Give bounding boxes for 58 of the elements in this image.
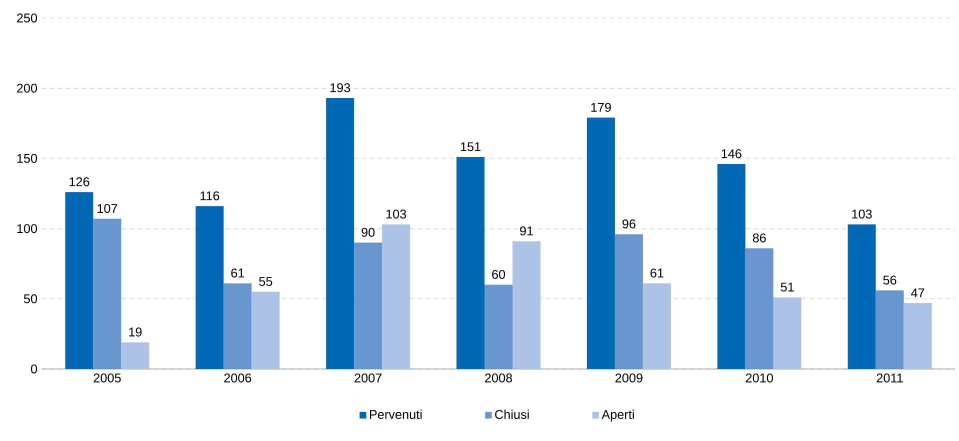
bar bbox=[717, 164, 746, 369]
data-label: 103 bbox=[852, 210, 872, 219]
x-tick-label: 2008 bbox=[485, 373, 512, 382]
y-tick-label: 200 bbox=[17, 84, 38, 93]
bar bbox=[382, 224, 410, 369]
data-label: 51 bbox=[780, 282, 794, 292]
bar bbox=[121, 342, 150, 369]
data-label: 90 bbox=[362, 228, 375, 237]
data-label: 151 bbox=[460, 142, 480, 152]
data-label: 55 bbox=[259, 277, 272, 286]
legend-label: Aperti bbox=[602, 410, 634, 422]
bar bbox=[848, 224, 876, 369]
bar bbox=[354, 242, 382, 369]
bar bbox=[484, 284, 513, 369]
x-tick-label: 2006 bbox=[224, 373, 252, 382]
data-label: 61 bbox=[231, 268, 244, 278]
y-tick-label: 150 bbox=[17, 154, 38, 163]
bar bbox=[65, 192, 94, 369]
bar bbox=[224, 283, 252, 369]
x-tick-label: 2010 bbox=[746, 373, 773, 382]
bar bbox=[642, 283, 671, 369]
y-tick-label: 0 bbox=[30, 364, 38, 374]
data-label: 47 bbox=[911, 288, 924, 298]
bar bbox=[614, 234, 643, 369]
data-label: 179 bbox=[591, 102, 611, 112]
bar bbox=[252, 292, 280, 369]
data-label: 146 bbox=[722, 149, 742, 158]
bar bbox=[773, 297, 802, 369]
bar bbox=[904, 303, 932, 369]
data-label: 126 bbox=[70, 177, 90, 186]
bar bbox=[876, 290, 904, 369]
data-label: 107 bbox=[98, 204, 118, 213]
data-label: 56 bbox=[883, 276, 896, 285]
data-label: 60 bbox=[492, 270, 506, 279]
bar bbox=[512, 241, 541, 369]
y-tick-label: 100 bbox=[17, 224, 38, 234]
data-label: 116 bbox=[200, 191, 220, 200]
bar bbox=[326, 98, 354, 369]
bar bbox=[93, 218, 122, 369]
x-tick-label: 2009 bbox=[615, 373, 642, 382]
data-label: 61 bbox=[650, 268, 664, 278]
data-label: 96 bbox=[622, 219, 636, 228]
x-tick-label: 2011 bbox=[876, 373, 903, 382]
x-tick-label: 2007 bbox=[354, 373, 382, 382]
bar bbox=[745, 248, 774, 369]
legend-label: Pervenuti bbox=[370, 410, 422, 419]
data-label: 103 bbox=[386, 210, 406, 219]
bar bbox=[586, 118, 615, 369]
y-tick-label: 50 bbox=[24, 294, 38, 304]
legend-label: Chiusi bbox=[495, 410, 529, 419]
y-tick-label: 250 bbox=[17, 14, 38, 22]
data-label: 19 bbox=[129, 328, 142, 336]
bar bbox=[196, 206, 224, 369]
bar bbox=[456, 156, 485, 369]
x-tick-label: 2005 bbox=[94, 373, 121, 382]
data-label: 193 bbox=[330, 83, 350, 92]
data-label: 91 bbox=[520, 226, 533, 236]
data-label: 86 bbox=[752, 233, 766, 242]
